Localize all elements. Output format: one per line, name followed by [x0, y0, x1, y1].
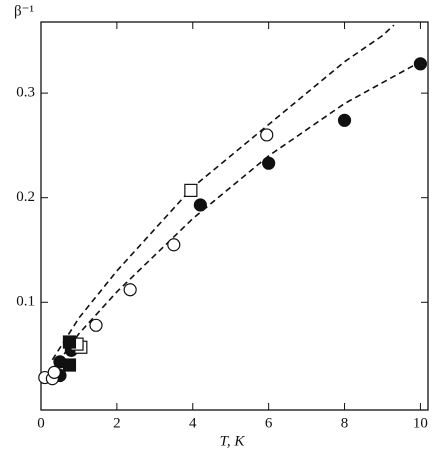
y-tick-label: 0.3 — [16, 85, 35, 101]
point — [167, 238, 181, 252]
x-tick-label: 6 — [265, 415, 273, 431]
x-axis-label: T, K — [220, 433, 246, 449]
y-axis-label: β⁻¹ — [14, 3, 34, 19]
point — [47, 365, 61, 379]
y-tick-label: 0.2 — [16, 189, 35, 205]
y-tick-label: 0.1 — [16, 294, 35, 310]
x-tick-label: 0 — [37, 415, 45, 431]
x-tick-label: 8 — [341, 415, 349, 431]
point — [184, 183, 198, 197]
point — [193, 198, 207, 212]
point — [260, 128, 274, 142]
point — [89, 318, 103, 332]
point — [337, 113, 352, 127]
x-tick-label: 2 — [113, 415, 121, 431]
point — [123, 283, 137, 297]
fit-curve — [51, 24, 395, 361]
plot-frame — [40, 21, 429, 411]
point — [62, 335, 77, 349]
x-tick-label: 10 — [413, 415, 428, 431]
fit-curve — [51, 61, 421, 371]
point — [413, 57, 428, 71]
x-tick-label: 4 — [189, 415, 197, 431]
point — [62, 358, 77, 372]
point — [262, 156, 276, 170]
